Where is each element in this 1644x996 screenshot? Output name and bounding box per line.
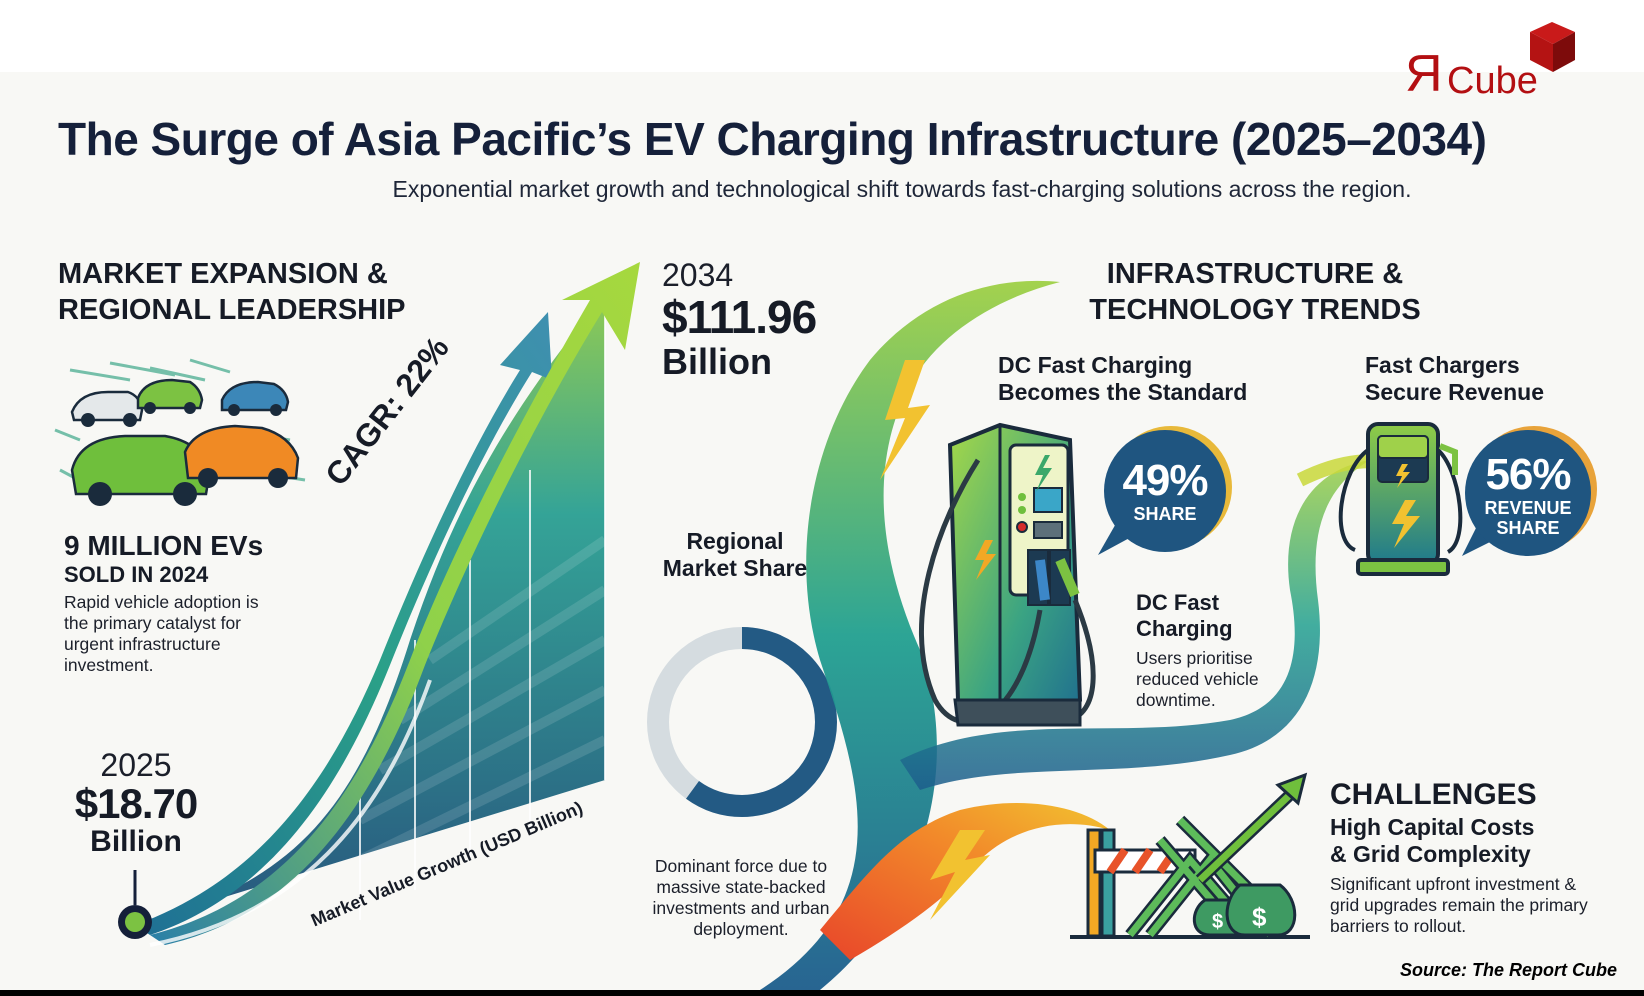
bottom-bar bbox=[0, 990, 1644, 996]
ev-sales-value: 9 MILLION EVs bbox=[64, 530, 264, 561]
start-year: 2025 bbox=[100, 747, 172, 783]
dc-share-pct: 49% bbox=[1122, 456, 1208, 505]
revenue-share-label: SHARE bbox=[1496, 518, 1560, 538]
logo-text: Cube bbox=[1447, 60, 1538, 102]
challenges-barrier-icon bbox=[1070, 772, 1310, 939]
dc-standard-title: DC Fast Charging Becomes the Standard bbox=[998, 352, 1247, 406]
regional-share-title: Regional Market Share bbox=[640, 528, 830, 582]
dc-share-label: SHARE bbox=[1133, 504, 1197, 524]
heading-line: TECHNOLOGY TRENDS bbox=[1089, 294, 1421, 326]
dollar-icon: $ bbox=[1252, 902, 1267, 932]
title-line: Becomes the Standard bbox=[998, 379, 1248, 405]
challenges-desc: Significant upfront investment & grid up… bbox=[1330, 874, 1588, 936]
title-line: Fast Chargers bbox=[1365, 352, 1520, 378]
lightning-icon bbox=[880, 360, 930, 480]
cube-icon bbox=[1530, 22, 1575, 72]
top-band bbox=[0, 0, 1644, 72]
title-line: Secure Revenue bbox=[1365, 379, 1544, 405]
heading-line: MARKET EXPANSION & bbox=[58, 258, 388, 290]
dollar-icon: $ bbox=[1212, 911, 1223, 933]
ev-cars-illustration bbox=[54, 358, 306, 506]
dc-share-bubble: 49% SHARE bbox=[1104, 430, 1226, 552]
end-year: 2034 bbox=[662, 257, 734, 293]
end-value-2034: 2034 $111.96 Billion bbox=[662, 257, 817, 382]
page-subtitle: Exponential market growth and technologi… bbox=[392, 176, 1412, 202]
regional-donut bbox=[647, 627, 837, 817]
brand-logo: Я Cube bbox=[1405, 22, 1585, 102]
revenue-share-bubble: 56% REVENUE SHARE bbox=[1465, 430, 1591, 556]
challenges-block: CHALLENGES High Capital Costs & Grid Com… bbox=[1330, 778, 1590, 937]
heading-line: REGIONAL LEADERSHIP bbox=[58, 294, 406, 326]
challenges-subheading: High Capital Costs bbox=[1330, 814, 1535, 840]
dc-charger-icon bbox=[919, 422, 1096, 727]
dc-fast-charging-block: DC Fast Charging Users prioritise reduce… bbox=[1136, 590, 1286, 711]
title-line: DC Fast bbox=[1136, 590, 1220, 615]
heading-line: INFRASTRUCTURE & bbox=[1106, 258, 1404, 290]
revenue-share-pct: 56% bbox=[1485, 450, 1571, 499]
fast-charger-pump-icon bbox=[1338, 422, 1463, 576]
infrastructure-trends-heading: INFRASTRUCTURE & TECHNOLOGY TRENDS bbox=[1070, 256, 1440, 328]
start-unit: Billion bbox=[90, 825, 182, 858]
challenges-subheading: & Grid Complexity bbox=[1330, 841, 1531, 867]
page-title: The Surge of Asia Pacific’s EV Charging … bbox=[58, 113, 1487, 165]
revenue-share-label: REVENUE bbox=[1484, 498, 1572, 518]
title-line: DC Fast Charging bbox=[998, 352, 1193, 378]
fast-chargers-title: Fast Chargers Secure Revenue bbox=[1365, 352, 1544, 406]
ev-sales-year: SOLD IN 2024 bbox=[64, 562, 209, 587]
start-value-2025: 2025 $18.70 Billion bbox=[66, 748, 206, 858]
title-line: Charging bbox=[1136, 616, 1233, 641]
source-note: Source: The Report Cube bbox=[1400, 960, 1618, 980]
challenges-heading: CHALLENGES bbox=[1330, 778, 1537, 811]
logo-glyph: Я bbox=[1405, 45, 1443, 103]
title-line: Market Share bbox=[662, 555, 808, 581]
ev-sales-stat: 9 MILLION EVs SOLD IN 2024 Rapid vehicle… bbox=[64, 530, 274, 676]
end-amount: $111.96 bbox=[662, 291, 817, 343]
regional-share-desc: Dominant force due to massive state-back… bbox=[652, 856, 830, 939]
ev-sales-desc: Rapid vehicle adoption is the primary ca… bbox=[64, 592, 259, 675]
start-amount: $18.70 bbox=[74, 780, 198, 827]
end-unit: Billion bbox=[662, 341, 772, 382]
dc-fast-desc: Users prioritise reduced vehicle downtim… bbox=[1136, 648, 1259, 710]
title-line: Regional bbox=[686, 528, 784, 554]
market-expansion-heading: MARKET EXPANSION & REGIONAL LEADERSHIP bbox=[58, 256, 406, 328]
